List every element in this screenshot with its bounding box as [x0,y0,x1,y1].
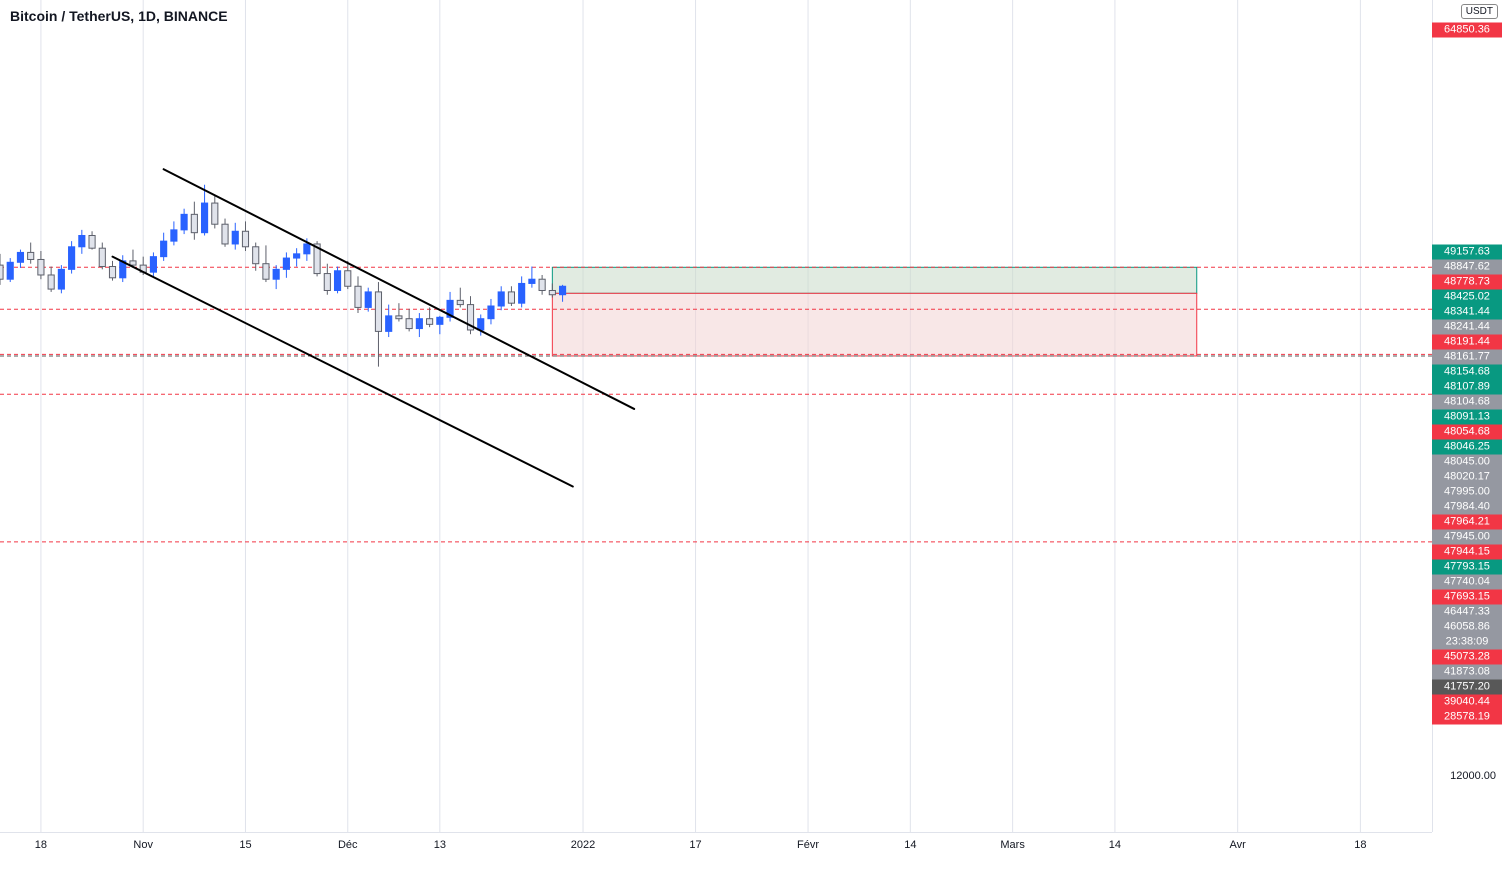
x-tick: 14 [1109,839,1121,851]
chart-trendlines-layer [0,0,1432,832]
x-tick: 18 [35,839,47,851]
price-label: 48778.73 [1432,274,1502,289]
price-label: 48020.17 [1432,469,1502,484]
chart-plot-area[interactable] [0,0,1432,832]
price-label: 48341.44 [1432,304,1502,319]
price-label: 47944.15 [1432,544,1502,559]
price-label: 48091.13 [1432,409,1502,424]
price-label: 47945.00 [1432,529,1502,544]
price-label: 48154.68 [1432,364,1502,379]
price-label: 48425.02 [1432,289,1502,304]
price-label: 48054.68 [1432,424,1502,439]
price-label: 41873.08 [1432,664,1502,679]
price-label: 28578.19 [1432,709,1502,724]
price-label: 48847.62 [1432,259,1502,274]
currency-badge: USDT [1461,4,1498,19]
price-label: 48046.25 [1432,439,1502,454]
price-label: 23:38:09 [1432,634,1502,649]
x-tick: 14 [904,839,916,851]
x-tick: Nov [133,839,153,851]
x-tick: Déc [338,839,358,851]
price-label: 47984.40 [1432,499,1502,514]
price-label: 64850.36 [1432,23,1502,38]
chart-container: Bitcoin / TetherUS, 1D, BINANCE USDT 120… [0,0,1502,877]
x-tick: Mars [1000,839,1024,851]
price-label: 48191.44 [1432,334,1502,349]
time-axis[interactable]: 18 Nov 15 Déc 13 2022 17 Févr 14 Mars 14 Avr 18 [0,832,1432,877]
price-label: 48045.00 [1432,454,1502,469]
price-label: 41757.20 [1432,679,1502,694]
price-label: 47964.21 [1432,514,1502,529]
price-label: 48107.89 [1432,379,1502,394]
x-tick: 17 [689,839,701,851]
price-label: 49157.63 [1432,244,1502,259]
price-label: 48241.44 [1432,319,1502,334]
price-label: 48104.68 [1432,394,1502,409]
x-tick: 13 [434,839,446,851]
price-label: 45073.28 [1432,649,1502,664]
price-label: 48161.77 [1432,349,1502,364]
y-tick: 12000.00 [1450,770,1496,782]
price-label: 46447.33 [1432,604,1502,619]
chart-title: Bitcoin / TetherUS, 1D, BINANCE [10,8,228,24]
price-label: 46058.86 [1432,619,1502,634]
price-label: 47693.15 [1432,589,1502,604]
price-label: 47995.00 [1432,484,1502,499]
x-tick: Avr [1230,839,1246,851]
x-tick: 15 [239,839,251,851]
price-axis[interactable]: USDT 12000.0016000.0020000.0024000.00320… [1432,0,1502,832]
price-label: 39040.44 [1432,694,1502,709]
x-tick: Févr [797,839,819,851]
price-label: 47793.15 [1432,559,1502,574]
price-label: 47740.04 [1432,574,1502,589]
x-tick: 2022 [571,839,595,851]
x-tick: 18 [1354,839,1366,851]
